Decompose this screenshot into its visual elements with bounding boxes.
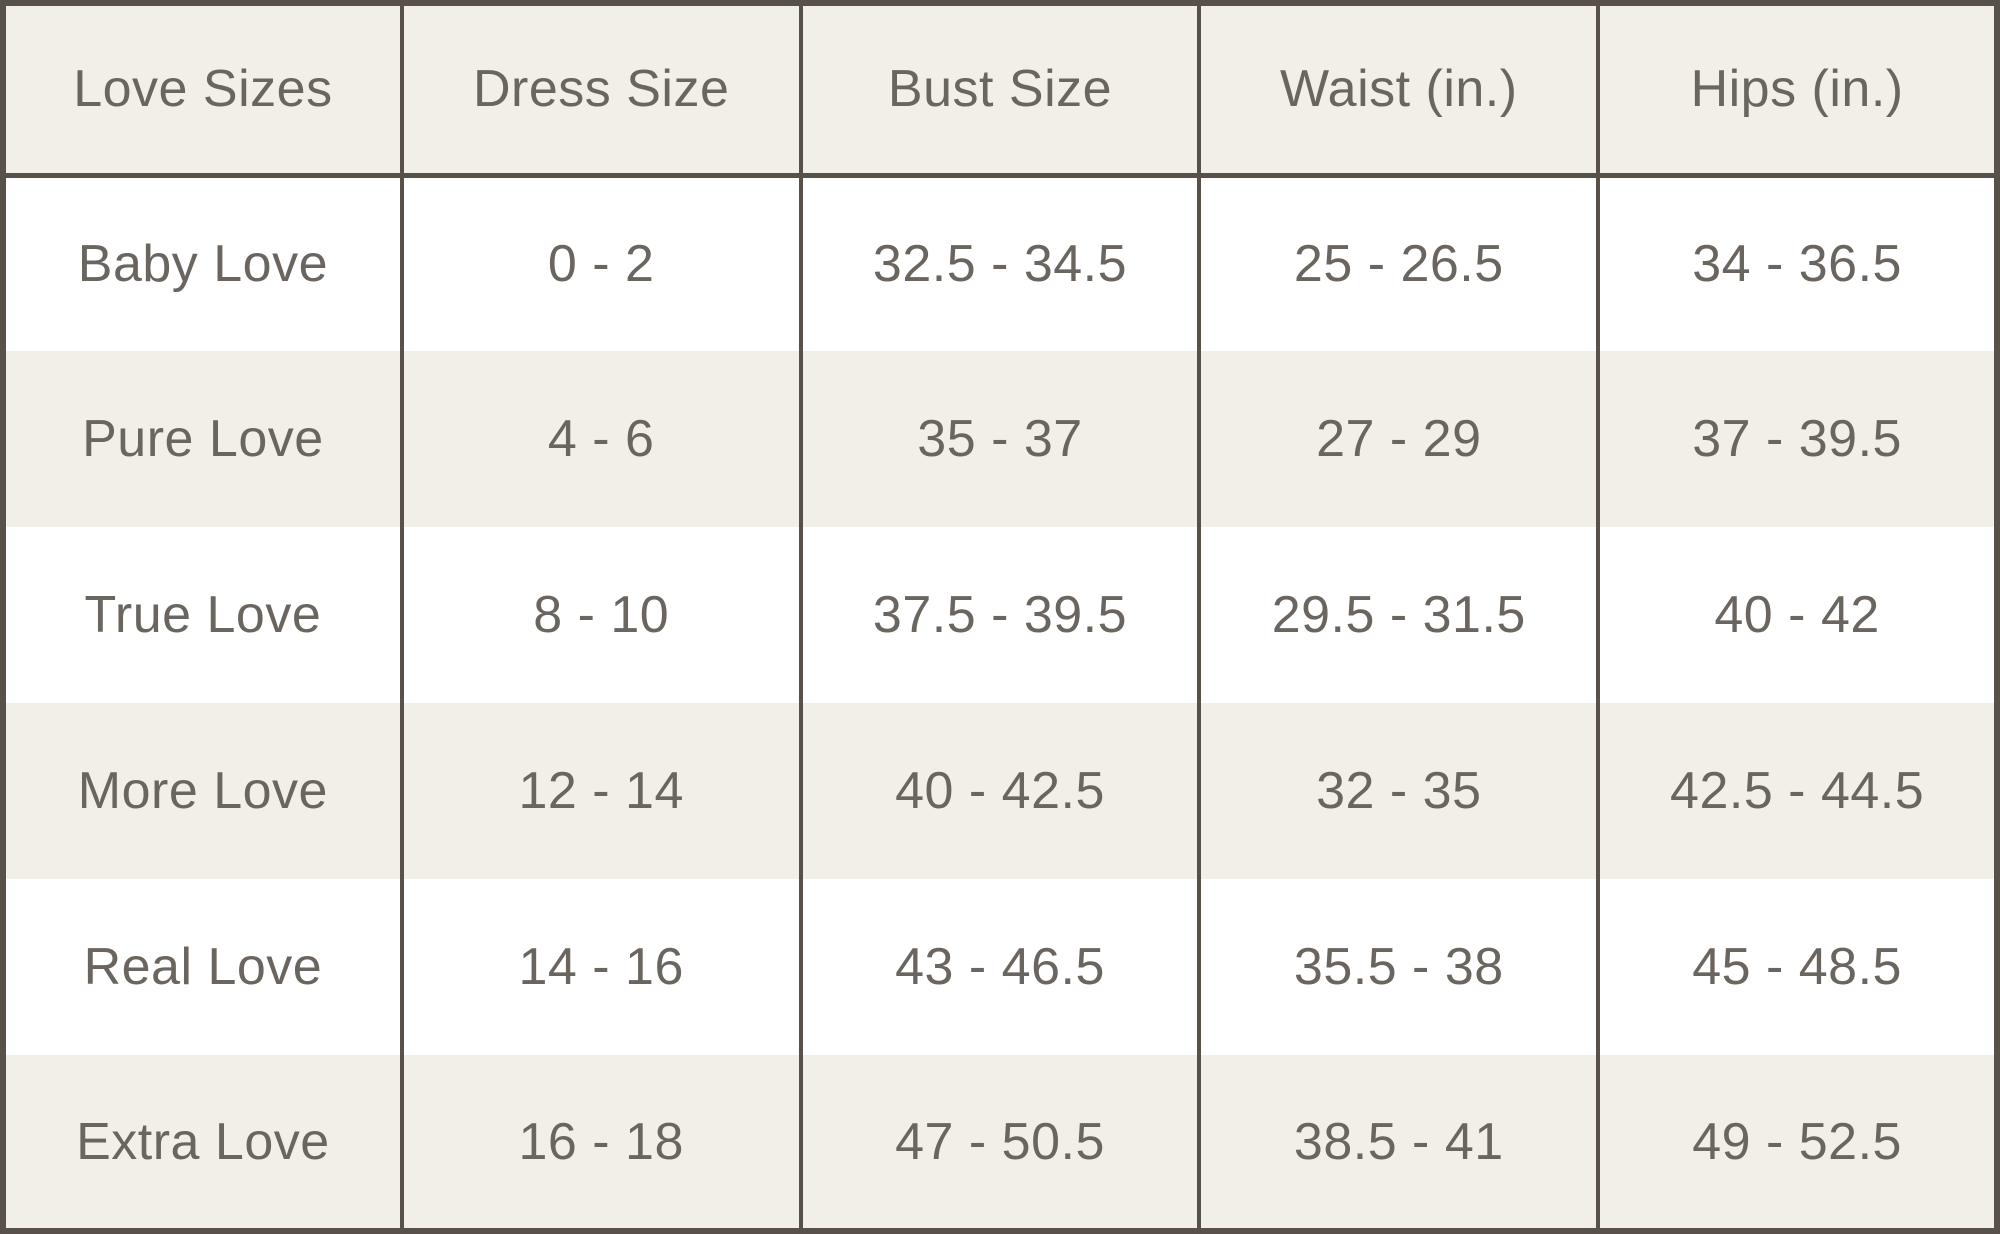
cell-dress-size: 12 - 14: [399, 703, 803, 879]
cell-hips: 40 - 42: [1596, 527, 1999, 703]
cell-dress-size: 16 - 18: [399, 1055, 803, 1231]
table-row-baby-love: Baby Love 0 - 2 32.5 - 34.5 25 - 26.5 34…: [1, 175, 1999, 351]
cell-size-name: Extra Love: [1, 1055, 404, 1231]
cell-waist: 35.5 - 38: [1197, 879, 1601, 1055]
column-header-hips: Hips (in.): [1596, 3, 1999, 178]
cell-hips: 42.5 - 44.5: [1596, 703, 1999, 879]
cell-size-name: Real Love: [1, 879, 404, 1055]
cell-bust-size: 47 - 50.5: [798, 1055, 1202, 1231]
table-row-real-love: Real Love 14 - 16 43 - 46.5 35.5 - 38 45…: [1, 879, 1999, 1055]
cell-dress-size: 14 - 16: [399, 879, 803, 1055]
header-row: Love Sizes Dress Size Bust Size Waist (i…: [1, 3, 1999, 178]
cell-hips: 34 - 36.5: [1596, 175, 1999, 351]
column-header-love-sizes: Love Sizes: [1, 3, 404, 178]
table-body: Baby Love 0 - 2 32.5 - 34.5 25 - 26.5 34…: [1, 175, 1999, 1231]
table-row-more-love: More Love 12 - 14 40 - 42.5 32 - 35 42.5…: [1, 703, 1999, 879]
cell-bust-size: 35 - 37: [798, 351, 1202, 527]
table-row-extra-love: Extra Love 16 - 18 47 - 50.5 38.5 - 41 4…: [1, 1055, 1999, 1231]
table-row-pure-love: Pure Love 4 - 6 35 - 37 27 - 29 37 - 39.…: [1, 351, 1999, 527]
cell-size-name: More Love: [1, 703, 404, 879]
cell-size-name: True Love: [1, 527, 404, 703]
cell-bust-size: 40 - 42.5: [798, 703, 1202, 879]
cell-waist: 38.5 - 41: [1197, 1055, 1601, 1231]
column-header-waist: Waist (in.): [1197, 3, 1601, 178]
cell-bust-size: 32.5 - 34.5: [798, 175, 1202, 351]
cell-waist: 32 - 35: [1197, 703, 1601, 879]
cell-dress-size: 8 - 10: [399, 527, 803, 703]
cell-size-name: Baby Love: [1, 175, 404, 351]
cell-size-name: Pure Love: [1, 351, 404, 527]
column-header-bust-size: Bust Size: [798, 3, 1202, 178]
table-header: Love Sizes Dress Size Bust Size Waist (i…: [1, 3, 1999, 178]
cell-waist: 27 - 29: [1197, 351, 1601, 527]
table-row-true-love: True Love 8 - 10 37.5 - 39.5 29.5 - 31.5…: [1, 527, 1999, 703]
cell-hips: 49 - 52.5: [1596, 1055, 1999, 1231]
cell-hips: 37 - 39.5: [1596, 351, 1999, 527]
cell-waist: 25 - 26.5: [1197, 175, 1601, 351]
cell-dress-size: 4 - 6: [399, 351, 803, 527]
cell-dress-size: 0 - 2: [399, 175, 803, 351]
column-header-dress-size: Dress Size: [399, 3, 803, 178]
cell-bust-size: 43 - 46.5: [798, 879, 1202, 1055]
cell-waist: 29.5 - 31.5: [1197, 527, 1601, 703]
cell-hips: 45 - 48.5: [1596, 879, 1999, 1055]
cell-bust-size: 37.5 - 39.5: [798, 527, 1202, 703]
